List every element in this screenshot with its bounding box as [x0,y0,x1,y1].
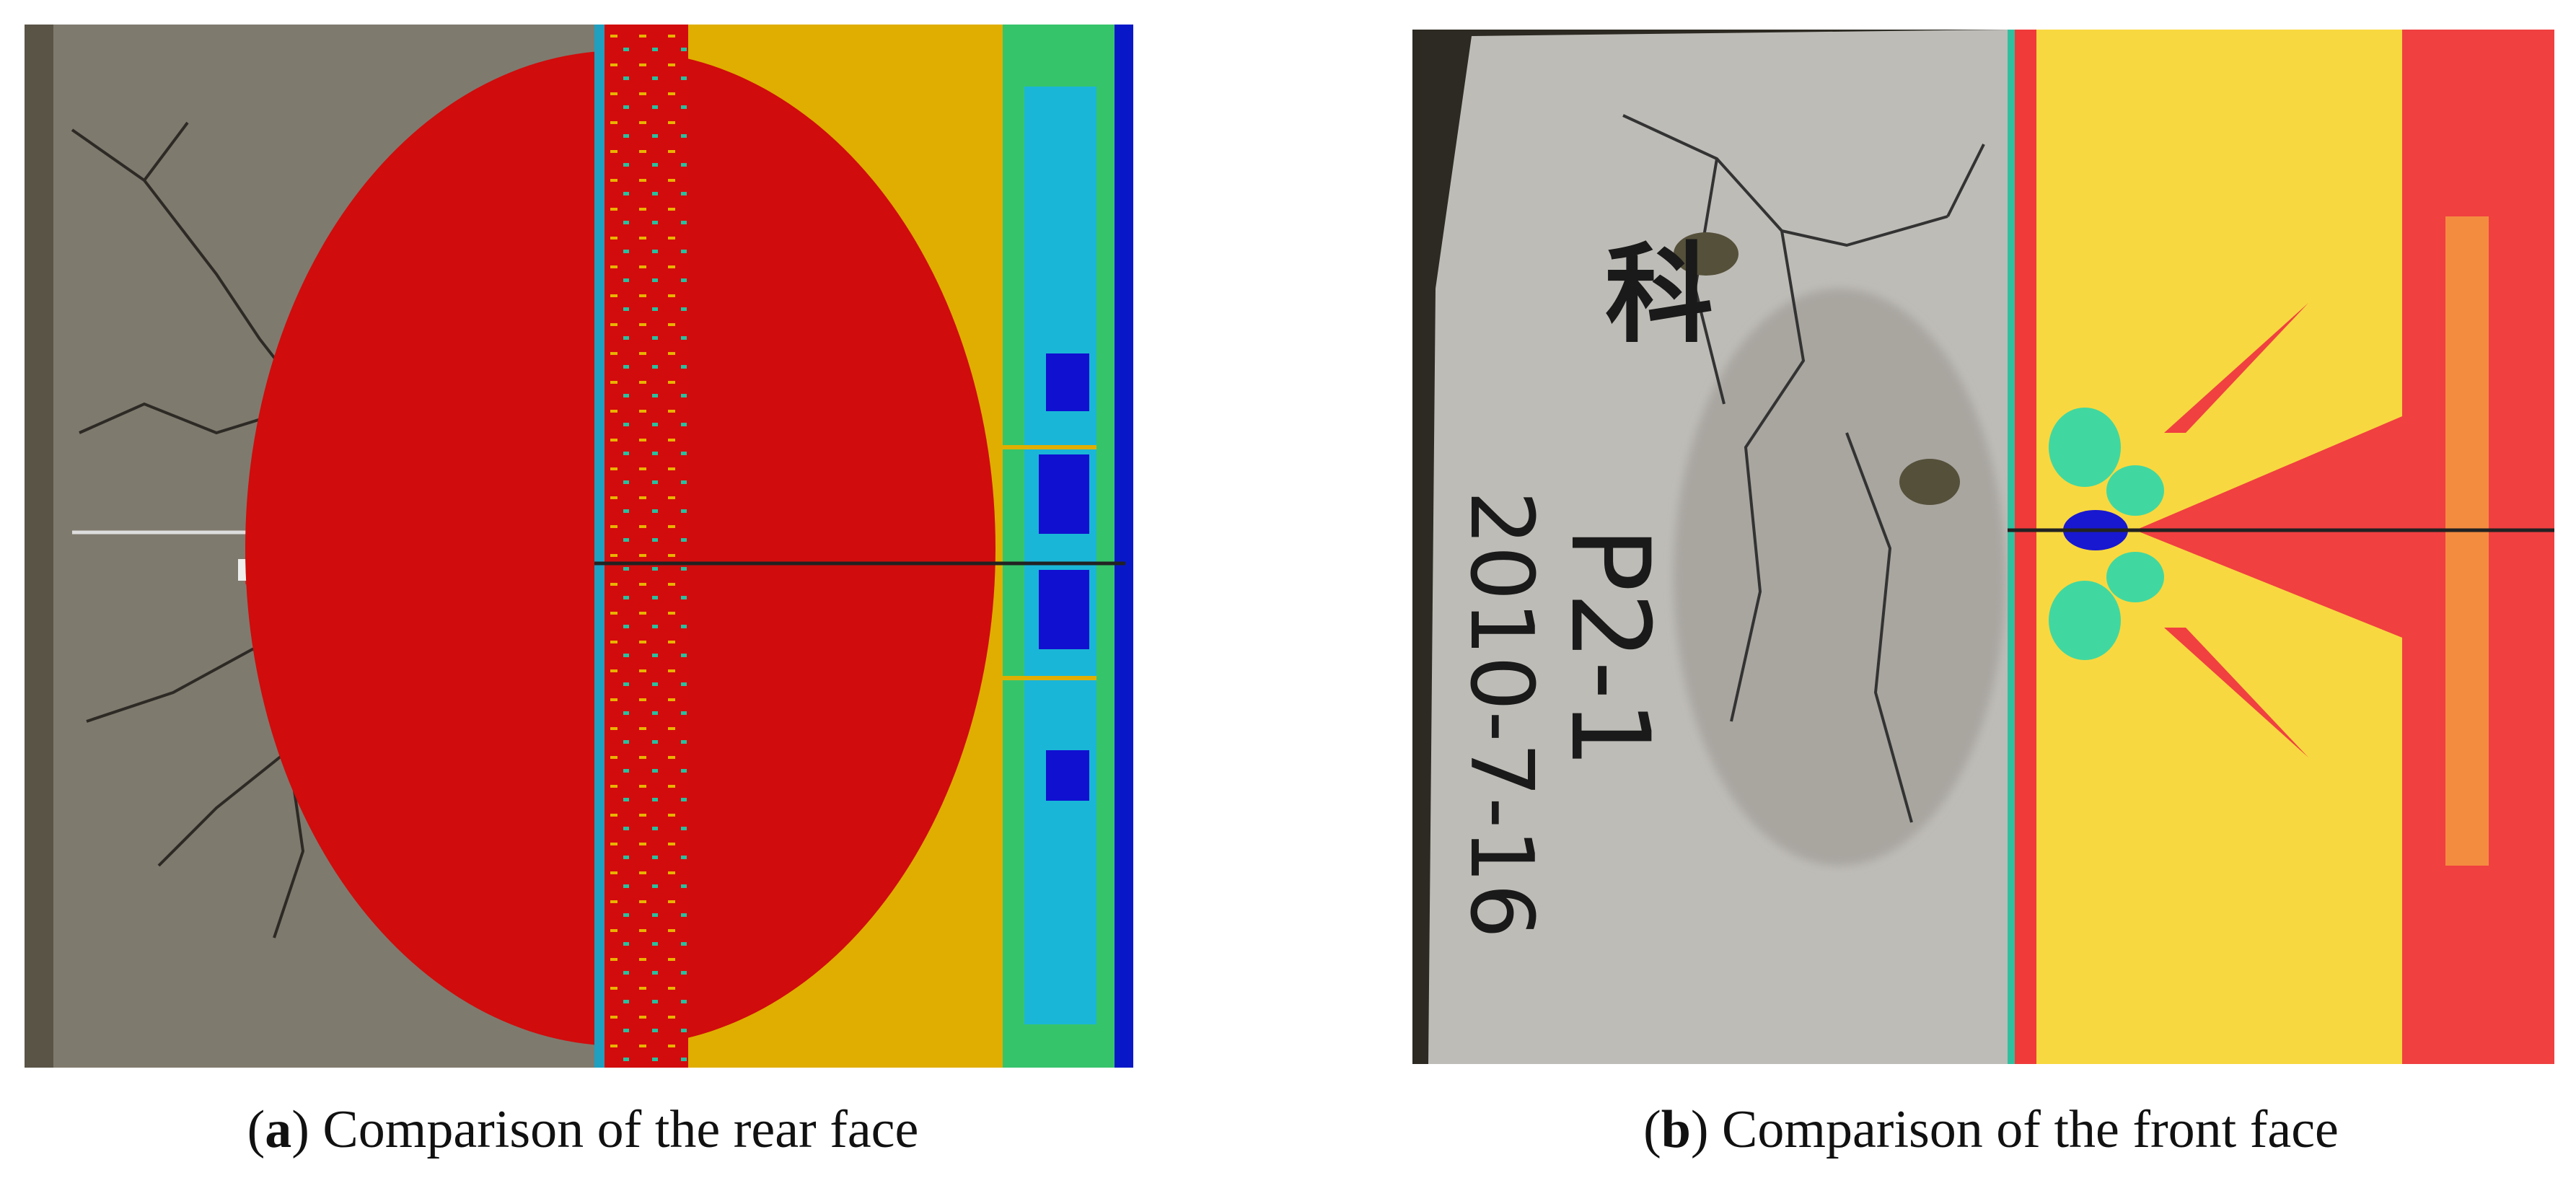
heat-edge [2008,30,2015,1064]
heat-spot [1039,454,1089,534]
heat-ray [2164,303,2308,433]
photo-text: 2010-7-16 [1451,491,1551,939]
heat-band [1024,87,1096,1024]
heat-edge [594,25,605,1068]
heat-spot [1039,570,1089,649]
impact-hole [1899,459,1960,505]
shade [1674,289,2005,866]
caption-label: a [265,1100,291,1159]
heat-blob [2106,465,2164,516]
caption-open: ( [1643,1100,1661,1159]
heat-blob [2049,408,2121,487]
photo-text: P2-1 [1547,527,1672,768]
heat-wedge [2135,404,2431,649]
caption-label: b [1661,1100,1691,1159]
heat-blob [2106,552,2164,602]
heat-fringe [594,25,688,1068]
heat-blob [2049,581,2121,660]
heat-spot [1046,750,1089,801]
heat-band [2445,216,2489,866]
caption: (b) Comparison of the front face [1643,1100,2339,1159]
impact-hole [1674,232,1738,276]
panel-b: 科 P2-1 2010-7-16 (b) Comparison of the f… [1412,30,2554,1159]
cracks [1622,114,1985,823]
heat-spot [1046,353,1089,411]
caption-open: ( [247,1100,265,1159]
caption: (a) Comparison of the rear face [247,1100,919,1159]
caption-text: ) Comparison of the front face [1691,1100,2339,1159]
panel-a: (a) Comparison of the rear face [25,25,1133,1159]
photo-text: 科 [1605,232,1713,358]
heat-ray [2164,628,2308,757]
photo-edge [25,25,53,1068]
caption-text: ) Comparison of the rear face [291,1100,918,1159]
heat-edge [1115,25,1133,1068]
